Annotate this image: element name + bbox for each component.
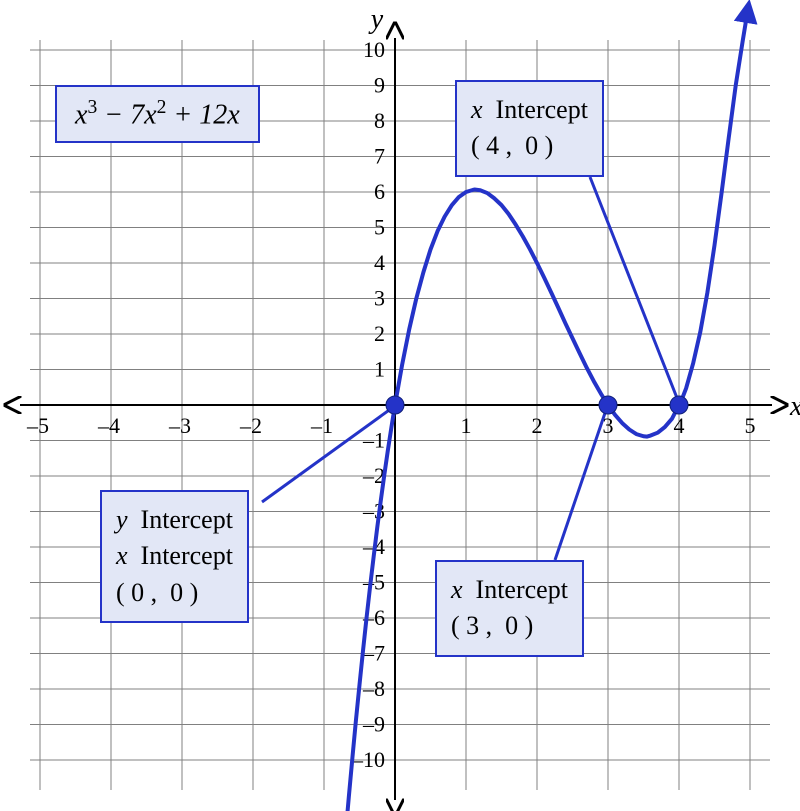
x-tick-label: –2 [239, 413, 262, 438]
callout-origin: y Interceptx Intercept( 0 , 0 ) [100, 490, 249, 623]
intercept-point [670, 396, 688, 414]
x-tick-label: 5 [745, 413, 756, 438]
x-tick-label: –3 [168, 413, 191, 438]
callout-x3: x Intercept( 3 , 0 ) [435, 560, 584, 657]
y-axis-label: y [368, 4, 384, 35]
y-tick-label: –9 [362, 712, 385, 737]
x-tick-label: 1 [461, 413, 472, 438]
y-tick-label: –10 [351, 747, 385, 772]
y-tick-label: 10 [363, 37, 385, 62]
y-tick-label: 7 [374, 144, 385, 169]
y-tick-label: –8 [362, 676, 385, 701]
y-tick-label: 5 [374, 215, 385, 240]
x-tick-label: 2 [532, 413, 543, 438]
y-tick-label: 1 [374, 357, 385, 382]
x-tick-label: –4 [97, 413, 120, 438]
y-tick-label: 3 [374, 286, 385, 311]
y-tick-label: 6 [374, 179, 385, 204]
equation-box: x3 − 7x2 + 12x [55, 85, 260, 143]
intercept-point [386, 396, 404, 414]
y-tick-label: 4 [374, 250, 385, 275]
x-tick-label: –5 [26, 413, 49, 438]
y-tick-label: 2 [374, 321, 385, 346]
x-axis-label: x [789, 391, 800, 422]
y-tick-label: –1 [362, 428, 385, 453]
y-tick-label: 8 [374, 108, 385, 133]
x-tick-label: –1 [310, 413, 333, 438]
y-tick-label: 9 [374, 73, 385, 98]
chart-container: yx–5–4–3–2–112345–10–9–8–7–6–5–4–3–2–112… [0, 0, 800, 811]
intercept-point [599, 396, 617, 414]
callout-x4: x Intercept( 4 , 0 ) [455, 80, 604, 177]
